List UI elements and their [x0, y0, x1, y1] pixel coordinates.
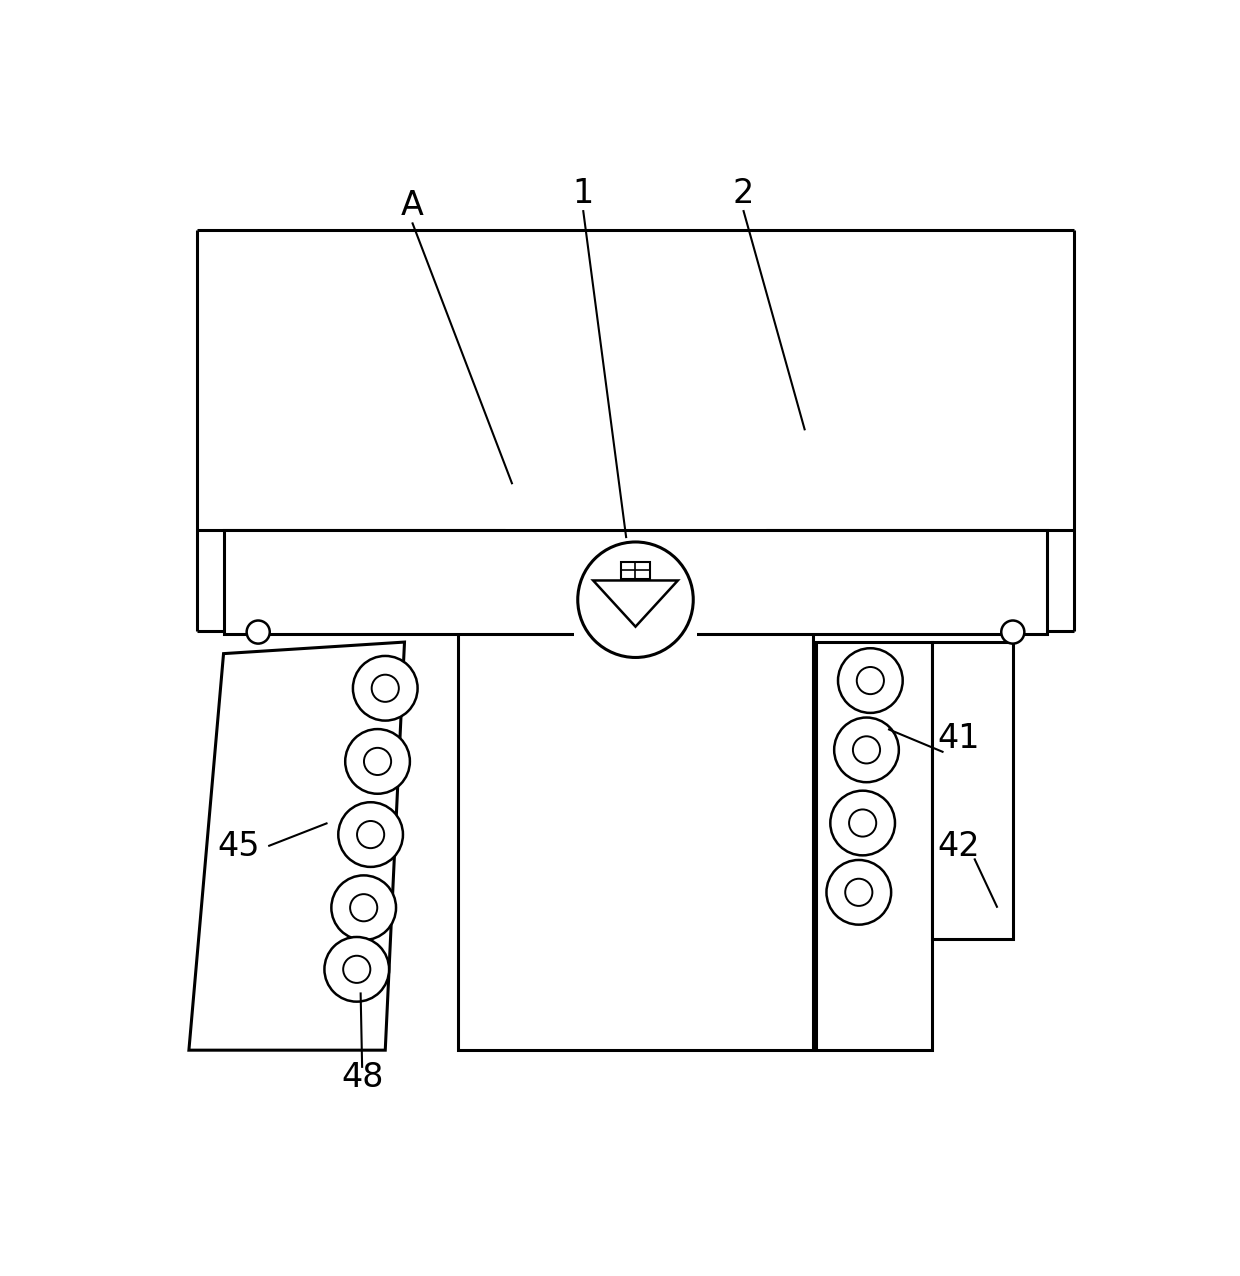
Circle shape	[835, 717, 899, 782]
Circle shape	[247, 620, 270, 643]
Text: 45: 45	[218, 829, 260, 863]
Bar	[197, 531, 505, 630]
Circle shape	[331, 875, 396, 940]
Bar	[574, 538, 697, 661]
Text: 48: 48	[341, 1060, 383, 1094]
Circle shape	[826, 860, 892, 925]
Text: 42: 42	[937, 829, 980, 863]
Circle shape	[578, 542, 693, 657]
Bar	[766, 531, 1074, 630]
Text: 1: 1	[573, 176, 594, 209]
Circle shape	[838, 648, 903, 713]
Bar	[197, 230, 1074, 531]
Circle shape	[353, 656, 418, 721]
Circle shape	[339, 803, 403, 866]
Circle shape	[831, 791, 895, 855]
Text: 41: 41	[937, 722, 980, 755]
Text: 2: 2	[733, 176, 754, 209]
Polygon shape	[593, 581, 678, 627]
Polygon shape	[816, 642, 932, 1050]
Bar	[621, 561, 650, 579]
Circle shape	[350, 894, 377, 921]
Polygon shape	[188, 642, 404, 1050]
Text: A: A	[401, 189, 424, 222]
Circle shape	[343, 956, 371, 983]
Bar	[223, 531, 1048, 634]
Circle shape	[853, 736, 880, 763]
Circle shape	[325, 937, 389, 1002]
Circle shape	[372, 675, 399, 702]
Polygon shape	[932, 642, 1013, 939]
Circle shape	[345, 729, 410, 794]
Circle shape	[857, 667, 884, 694]
Bar	[459, 630, 812, 1050]
Circle shape	[1001, 620, 1024, 643]
Circle shape	[846, 879, 873, 906]
Circle shape	[849, 809, 877, 837]
Circle shape	[357, 820, 384, 849]
Circle shape	[365, 748, 391, 775]
